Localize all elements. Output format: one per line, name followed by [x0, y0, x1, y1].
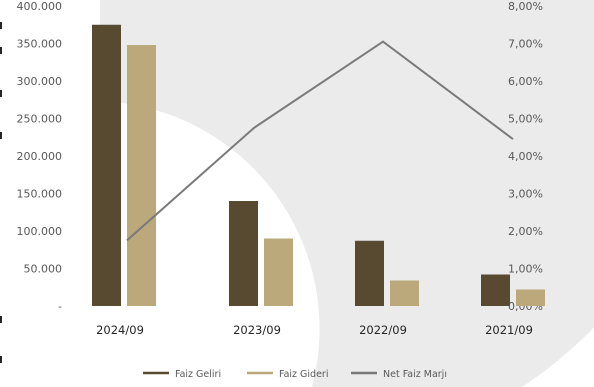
x-tick-label: 2023/09 [233, 323, 281, 337]
y-left-tick-label: 250.000 [17, 113, 63, 126]
legend-label: Net Faiz Marjı [383, 369, 447, 380]
line-series [126, 40, 514, 242]
legend: Faiz Geliri Faiz Gideri Net Faiz Marjı [143, 369, 447, 380]
y-right-tick-label: 2,00% [508, 225, 543, 238]
y-right-tick-label: 4,00% [508, 150, 543, 163]
x-axis: 2024/09 2023/09 2022/09 2021/09 [96, 323, 533, 337]
bar-faiz-gideri [264, 238, 293, 306]
y-left-tick-label: 200.000 [17, 150, 63, 163]
legend-label: Faiz Geliri [175, 369, 221, 380]
y-left-tick-label: 50.000 [24, 263, 63, 276]
line-net-faiz-marji [126, 40, 514, 242]
y-right-tick-label: 8,00% [508, 0, 543, 13]
y-right-tick-label: 1,00% [508, 263, 543, 276]
y-axis-left: - 50.000 100.000 150.000 200.000 250.000 300.0… [17, 0, 63, 313]
bar-faiz-geliri [481, 274, 510, 306]
y-left-tick-label: 350.000 [17, 38, 63, 51]
left-edge-marks [0, 22, 2, 363]
x-tick-label: 2024/09 [96, 323, 144, 337]
bar-series [92, 24, 545, 306]
y-axis-right: 0,00%1,00%2,00%3,00%4,00%5,00%6,00%7,00%… [508, 0, 543, 313]
bar-faiz-geliri [229, 201, 258, 306]
background-arc [100, 0, 594, 387]
bar-faiz-geliri [355, 240, 384, 306]
y-left-tick-label: 100.000 [17, 225, 63, 238]
bar-faiz-geliri [92, 24, 121, 306]
y-right-tick-label: 3,00% [508, 188, 543, 201]
bar-faiz-gideri [127, 45, 156, 306]
x-tick-label: 2021/09 [485, 323, 533, 337]
legend-item: Net Faiz Marjı [351, 369, 447, 380]
y-left-tick-label: - [58, 300, 62, 313]
y-left-tick-label: 300.000 [17, 75, 63, 88]
y-right-tick-label: 7,00% [508, 38, 543, 51]
x-tick-label: 2022/09 [359, 323, 407, 337]
bar-faiz-gideri [390, 280, 419, 306]
legend-item: Faiz Gideri [247, 369, 328, 380]
legend-item: Faiz Geliri [143, 369, 221, 380]
y-left-tick-label: 150.000 [17, 188, 63, 201]
bar-faiz-gideri [516, 289, 545, 306]
legend-label: Faiz Gideri [279, 369, 328, 380]
y-right-tick-label: 5,00% [508, 113, 543, 126]
y-right-tick-label: 6,00% [508, 75, 543, 88]
y-left-tick-label: 400.000 [17, 0, 63, 13]
